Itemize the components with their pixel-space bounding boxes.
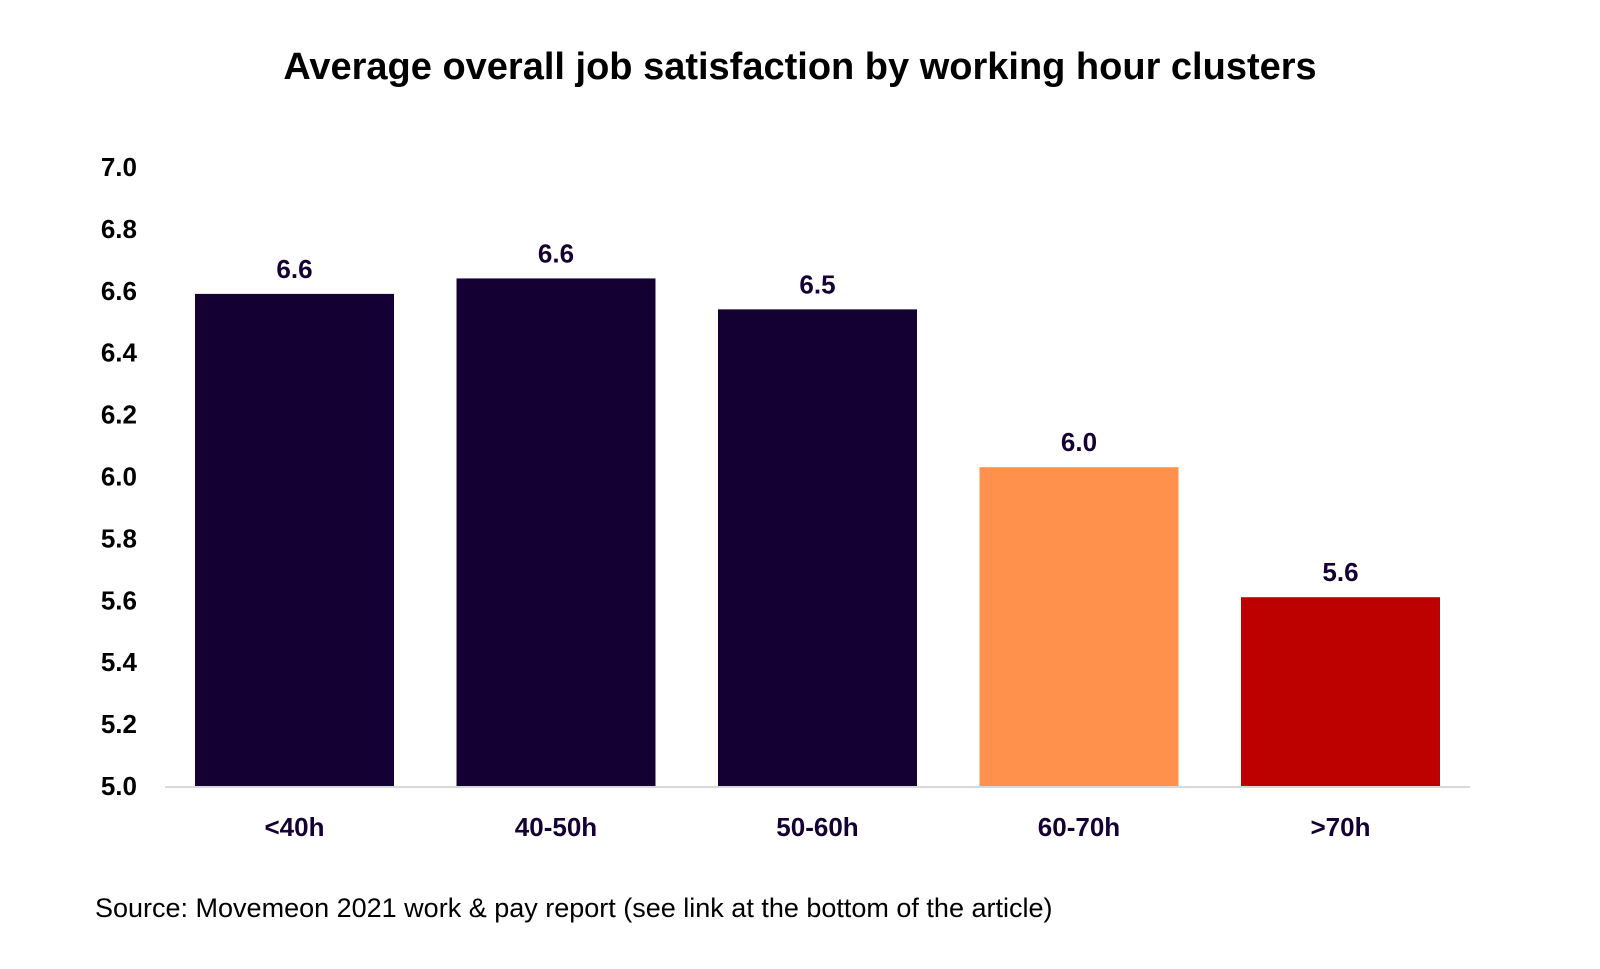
y-tick-label: 5.6	[101, 585, 137, 615]
bar	[456, 278, 656, 786]
bar	[1241, 597, 1440, 786]
y-tick-label: 6.2	[101, 400, 137, 430]
y-tick-label: 6.0	[101, 462, 137, 492]
x-tick-label: 60-70h	[1038, 812, 1120, 842]
x-tick-label: <40h	[265, 812, 325, 842]
data-label: 6.0	[1061, 427, 1097, 457]
bar	[718, 309, 917, 786]
y-tick-label: 5.2	[101, 709, 137, 739]
y-tick-label: 5.4	[101, 647, 138, 677]
y-tick-label: 7.0	[101, 152, 137, 182]
source-note: Source: Movemeon 2021 work & pay report …	[95, 893, 1053, 923]
x-tick-label: >70h	[1311, 812, 1371, 842]
y-tick-label: 6.8	[101, 214, 137, 244]
chart-title: Average overall job satisfaction by work…	[283, 46, 1317, 88]
data-label: 5.6	[1322, 557, 1358, 587]
bar	[979, 467, 1179, 786]
data-label: 6.6	[276, 254, 312, 284]
data-label: 6.5	[799, 269, 835, 299]
bar	[195, 293, 394, 786]
x-tick-label: 40-50h	[515, 812, 597, 842]
y-tick-label: 5.8	[101, 523, 137, 553]
y-tick-label: 6.6	[101, 276, 137, 306]
y-tick-label: 5.0	[101, 771, 137, 801]
y-tick-label: 6.4	[101, 338, 138, 368]
x-tick-label: 50-60h	[776, 812, 858, 842]
data-label: 6.6	[538, 238, 574, 268]
